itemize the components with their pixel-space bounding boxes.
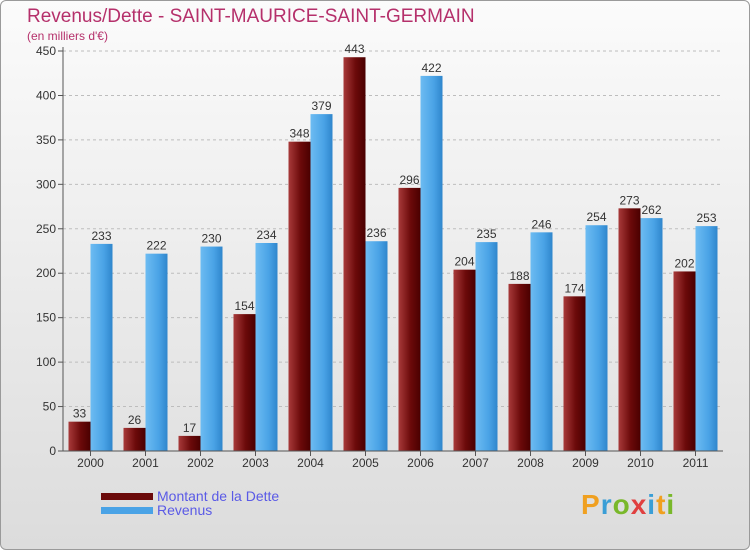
bar-dette — [508, 283, 531, 451]
x-tick-label: 2009 — [572, 456, 599, 470]
bar-revenus — [255, 243, 278, 451]
data-label: 246 — [531, 217, 551, 231]
data-label: 154 — [234, 299, 254, 313]
logo-letter: i — [666, 489, 676, 520]
data-label: 273 — [619, 193, 639, 207]
bar-revenus — [90, 243, 113, 451]
logo-letter: o — [612, 489, 631, 520]
y-tick-label: 350 — [36, 133, 56, 147]
bar-dette — [233, 314, 256, 451]
x-tick-label: 2005 — [352, 456, 379, 470]
chart-title: Revenus/Dette - SAINT-MAURICE-SAINT-GERM… — [27, 6, 475, 27]
legend-item-dette: Montant de la Dette — [101, 488, 280, 504]
x-tick-label: 2011 — [683, 456, 709, 470]
y-tick-label: 450 — [36, 44, 56, 58]
data-label: 236 — [366, 226, 386, 240]
bar-revenus — [695, 226, 718, 451]
bar-revenus — [365, 241, 388, 451]
bar-revenus — [310, 114, 333, 451]
legend-swatch-dette — [101, 492, 153, 500]
bar-revenus — [475, 242, 498, 451]
logo-letter: r — [600, 489, 613, 520]
data-label: 26 — [128, 413, 142, 427]
data-label: 443 — [344, 42, 364, 56]
data-label: 233 — [91, 229, 111, 243]
bar-dette — [453, 269, 476, 451]
y-tick-label: 150 — [36, 311, 56, 325]
bar-dette — [673, 271, 696, 451]
chart-subtitle: (en milliers d'€) — [27, 29, 108, 43]
x-tick-label: 2001 — [132, 456, 159, 470]
bar-dette — [343, 57, 366, 451]
legend-item-revenus: Revenus — [101, 502, 213, 518]
data-label: 296 — [399, 173, 419, 187]
y-tick-label: 100 — [36, 355, 56, 369]
data-label: 17 — [183, 421, 197, 435]
x-tick-label: 2002 — [187, 456, 214, 470]
legend-label-revenus: Revenus — [157, 502, 213, 518]
x-tick-label: 2004 — [297, 456, 324, 470]
data-label: 254 — [586, 210, 606, 224]
bar-revenus — [640, 218, 663, 451]
data-label: 174 — [564, 281, 584, 295]
axis-layer: 0 50 100 150 200 250 300 350 400 450 2000 2001 2002 2… — [36, 44, 723, 470]
bar-dette — [618, 208, 641, 451]
data-label: 202 — [674, 256, 694, 270]
y-tick-label: 400 — [36, 88, 56, 102]
bar-dette — [563, 296, 586, 451]
bar-dette — [123, 427, 146, 451]
data-label: 253 — [696, 211, 716, 225]
y-tick-label: 0 — [49, 444, 56, 458]
y-tick-label: 250 — [36, 222, 56, 236]
data-label: 348 — [289, 127, 309, 141]
data-label: 33 — [73, 407, 87, 421]
bar-revenus — [585, 225, 608, 451]
data-label: 188 — [509, 269, 529, 283]
bar-revenus — [200, 246, 223, 451]
logo-letter: t — [656, 489, 667, 520]
data-label: 230 — [201, 232, 221, 246]
proxiti-logo: Proxiti — [581, 489, 675, 521]
bar-dette — [288, 141, 311, 451]
bar-revenus — [420, 75, 443, 451]
data-label: 204 — [454, 255, 474, 269]
legend-swatch-revenus — [101, 506, 153, 514]
legend-label-dette: Montant de la Dette — [157, 488, 280, 504]
grid-layer — [63, 50, 723, 452]
x-tick-label: 2007 — [462, 456, 489, 470]
x-tick-label: 2008 — [517, 456, 544, 470]
y-tick-label: 50 — [43, 400, 57, 414]
data-label: 234 — [256, 228, 276, 242]
x-tick-label: 2010 — [627, 456, 654, 470]
x-tick-label: 2000 — [77, 456, 104, 470]
x-tick-label: 2003 — [242, 456, 269, 470]
data-label: 222 — [146, 239, 166, 253]
y-tick-label: 300 — [36, 177, 56, 191]
bar-dette — [398, 187, 421, 451]
bar-dette — [178, 435, 201, 451]
data-label: 379 — [311, 99, 331, 113]
x-tick-label: 2006 — [407, 456, 434, 470]
data-label: 235 — [476, 227, 496, 241]
bar-revenus — [145, 253, 168, 451]
bar-revenus — [530, 232, 553, 451]
y-tick-label: 200 — [36, 266, 56, 280]
logo-letter: P — [581, 489, 601, 520]
bar-dette — [68, 421, 91, 451]
data-label: 422 — [421, 61, 441, 75]
logo-letter: x — [630, 489, 648, 520]
data-label: 262 — [641, 203, 661, 217]
logo-letter: i — [647, 489, 657, 520]
